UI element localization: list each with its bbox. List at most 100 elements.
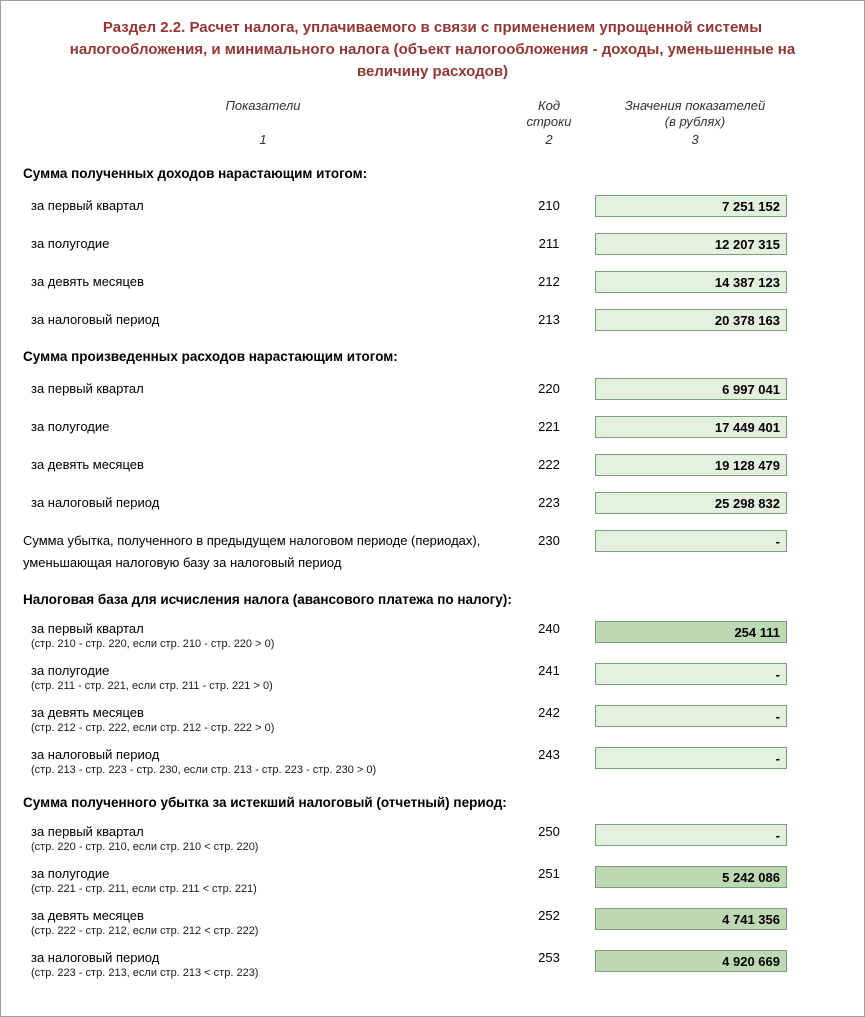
form-section: Сумма полученных доходов нарастающим ито… (23, 166, 842, 332)
row-value-cell: 19 128 479 (595, 454, 795, 477)
row-label: за налоговый период (31, 312, 160, 328)
value-field[interactable]: 4 741 356 (595, 908, 787, 931)
row-value-cell: - (595, 663, 795, 686)
row-label-cell: за налоговый период (стр. 213 - стр. 223… (23, 747, 503, 777)
value-field[interactable]: 14 387 123 (595, 271, 787, 294)
row-value-cell: 4 741 356 (595, 908, 795, 931)
row-label-cell: за девять месяцев (стр. 212 - стр. 222, … (23, 705, 503, 735)
row-label: за полугодие (31, 236, 110, 252)
row-label: за налоговый период (31, 950, 160, 966)
row-formula-note: (стр. 210 - стр. 220, если стр. 210 - ст… (31, 638, 275, 651)
value-field[interactable]: 7 251 152 (595, 195, 787, 218)
row-code: 223 (538, 495, 560, 511)
row-code: 222 (538, 457, 560, 473)
row-label: за девять месяцев (31, 908, 144, 924)
row-label: за первый квартал (31, 198, 144, 214)
row-value-cell: 25 298 832 (595, 492, 795, 515)
value-field[interactable]: 254 111 (595, 621, 787, 644)
row-value-cell: 4 920 669 (595, 950, 795, 973)
row-code: 230 (538, 533, 560, 549)
column-header-indicators-label: Показатели (225, 98, 301, 114)
column-header-code-label: Код строки (526, 98, 572, 130)
value-field[interactable]: 25 298 832 (595, 492, 787, 515)
row-label-cell: за полугодие (23, 233, 503, 255)
column-header-indicators: Показатели 1 (23, 98, 503, 148)
row-code: 211 (538, 236, 560, 252)
row-code: 252 (538, 908, 560, 924)
table-row: за налоговый период 213 20 378 163 (23, 309, 842, 332)
row-value-cell: 20 378 163 (595, 309, 795, 332)
row-value-cell: 7 251 152 (595, 195, 795, 218)
row-label-cell: за девять месяцев (стр. 222 - стр. 212, … (23, 908, 503, 938)
value-field[interactable]: 4 920 669 (595, 950, 787, 973)
value-field[interactable]: 17 449 401 (595, 416, 787, 439)
row-label-cell: за первый квартал (стр. 220 - стр. 210, … (23, 824, 503, 854)
row-formula-note: (стр. 213 - стр. 223 - стр. 230, если ст… (31, 764, 377, 777)
form-section: Сумма убытка, полученного в предыдущем н… (23, 530, 842, 574)
row-label-cell: за первый квартал (стр. 210 - стр. 220, … (23, 621, 503, 651)
row-value-cell: - (595, 747, 795, 770)
table-row: за полугодие 221 17 449 401 (23, 416, 842, 439)
value-field[interactable]: - (595, 824, 787, 847)
row-formula-note: (стр. 221 - стр. 211, если стр. 211 < ст… (31, 883, 257, 896)
column-header-values: Значения показателей (в рублях) 3 (595, 98, 795, 148)
row-formula-note: (стр. 222 - стр. 212, если стр. 212 < ст… (31, 925, 259, 938)
value-field[interactable]: 20 378 163 (595, 309, 787, 332)
row-label-cell: за полугодие (стр. 211 - стр. 221, если … (23, 663, 503, 693)
section-header: Сумма полученных доходов нарастающим ито… (23, 166, 368, 182)
row-value-cell: 17 449 401 (595, 416, 795, 439)
value-field[interactable]: 5 242 086 (595, 866, 787, 889)
row-code: 220 (538, 381, 560, 397)
value-field[interactable]: - (595, 530, 787, 553)
row-label-cell: за налоговый период (23, 309, 503, 331)
row-label-cell: за полугодие (стр. 221 - стр. 211, если … (23, 866, 503, 896)
row-value-cell: 6 997 041 (595, 378, 795, 401)
value-field[interactable]: 19 128 479 (595, 454, 787, 477)
row-label: за девять месяцев (31, 705, 144, 721)
row-code: 221 (538, 419, 560, 435)
row-label-cell: за налоговый период (23, 492, 503, 514)
row-value-cell: 254 111 (595, 621, 795, 644)
table-row: за первый квартал (стр. 210 - стр. 220, … (23, 621, 842, 651)
table-row: за первый квартал 220 6 997 041 (23, 378, 842, 401)
table-row: за первый квартал 210 7 251 152 (23, 195, 842, 218)
row-formula-note: (стр. 223 - стр. 213, если стр. 213 < ст… (31, 967, 259, 980)
row-code: 253 (538, 950, 560, 966)
section-header: Налоговая база для исчисления налога (ав… (23, 592, 512, 608)
value-field[interactable]: 6 997 041 (595, 378, 787, 401)
table-row: за девять месяцев (стр. 222 - стр. 212, … (23, 908, 842, 938)
table-row: за полугодие (стр. 221 - стр. 211, если … (23, 866, 842, 896)
column-header-code-number: 2 (545, 132, 553, 148)
table-row: за первый квартал (стр. 220 - стр. 210, … (23, 824, 842, 854)
row-formula-note: (стр. 212 - стр. 222, если стр. 212 - ст… (31, 722, 275, 735)
form-section: Налоговая база для исчисления налога (ав… (23, 592, 842, 777)
row-code: 251 (538, 866, 560, 882)
form-body: Сумма полученных доходов нарастающим ито… (23, 166, 842, 980)
value-field[interactable]: 12 207 315 (595, 233, 787, 256)
row-value-cell: 12 207 315 (595, 233, 795, 256)
value-field[interactable]: - (595, 747, 787, 770)
row-label: за девять месяцев (31, 274, 144, 290)
column-header-indicators-number: 1 (259, 132, 267, 148)
row-formula-note: (стр. 220 - стр. 210, если стр. 210 < ст… (31, 841, 259, 854)
row-label-cell: Сумма убытка, полученного в предыдущем н… (23, 530, 503, 574)
row-label: за первый квартал (31, 824, 144, 840)
row-code: 240 (538, 621, 560, 637)
section-header: Сумма произведенных расходов нарастающим… (23, 349, 398, 365)
value-field[interactable]: - (595, 705, 787, 728)
form-section: Сумма произведенных расходов нарастающим… (23, 349, 842, 515)
row-value-cell: - (595, 530, 795, 553)
table-row: за налоговый период (стр. 213 - стр. 223… (23, 747, 842, 777)
row-code: 212 (538, 274, 560, 290)
row-code: 243 (538, 747, 560, 763)
row-label-cell: за первый квартал (23, 378, 503, 400)
table-row: за девять месяцев 212 14 387 123 (23, 271, 842, 294)
row-value-cell: 14 387 123 (595, 271, 795, 294)
row-label: за налоговый период (31, 495, 160, 511)
row-label-cell: за налоговый период (стр. 223 - стр. 213… (23, 950, 503, 980)
column-header-values-label: Значения показателей (в рублях) (624, 98, 766, 130)
value-field[interactable]: - (595, 663, 787, 686)
row-label: за первый квартал (31, 381, 144, 397)
row-label-cell: за полугодие (23, 416, 503, 438)
